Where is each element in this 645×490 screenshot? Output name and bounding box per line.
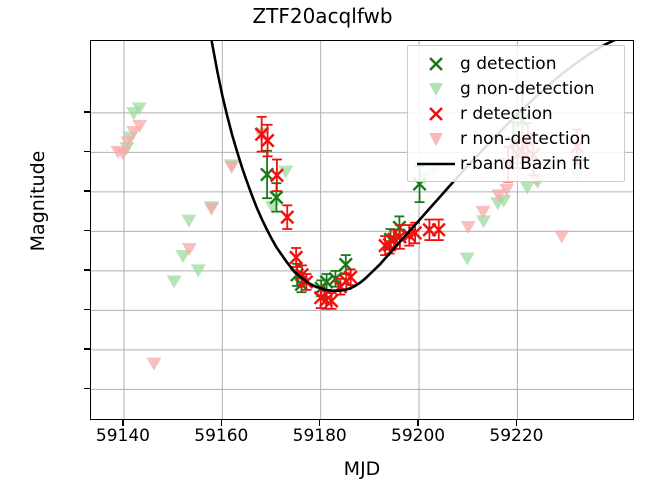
x-tick-mark: [417, 420, 419, 426]
legend-item-g-non-detection[interactable]: g non-detection: [414, 76, 618, 101]
detection-marker: [260, 133, 275, 148]
x-axis-label: MJD: [343, 458, 381, 480]
legend-x-marker-icon: [414, 103, 458, 125]
x-tick-label: 59160: [194, 426, 249, 446]
y-tick-mark: [84, 308, 90, 311]
x-tick-mark: [122, 420, 124, 426]
legend-triangle-down-marker-icon: [414, 78, 458, 100]
x-stroke: [378, 238, 393, 253]
triangle: [429, 82, 443, 96]
x-stroke: [280, 210, 295, 225]
x-stroke: [269, 190, 284, 205]
non-detection-marker: [181, 243, 197, 257]
legend-label: r detection: [460, 103, 553, 124]
x-tick-mark: [220, 420, 223, 426]
x-stroke: [269, 168, 284, 183]
y-axis-label: Magnitude: [27, 150, 49, 252]
y-tick-mark: [84, 269, 90, 271]
x-stroke: [324, 293, 339, 308]
non-detection-marker: [519, 181, 535, 195]
x-stroke: [429, 56, 443, 71]
detection-marker: [319, 274, 334, 290]
triangle: [429, 132, 443, 146]
detection-marker: [269, 190, 284, 205]
non-detection-marker: [224, 160, 240, 174]
legend-x-marker-icon: [414, 53, 458, 75]
x-tick-mark: [318, 420, 321, 426]
non-detection-marker: [459, 252, 475, 266]
legend-label: r non-detection: [460, 128, 591, 149]
non-detection-marker: [166, 275, 182, 289]
plot-canvas: [91, 41, 633, 419]
detection-marker: [378, 238, 393, 253]
non-detection-marker: [115, 147, 131, 161]
x-tick-label: 59220: [489, 426, 544, 446]
non-detection-marker: [476, 215, 492, 229]
non-detection-marker: [120, 136, 136, 150]
legend-item-g-detection[interactable]: g detection: [414, 51, 618, 76]
page-title: ZTF20acqlfwb: [252, 4, 393, 28]
non-detection-marker: [554, 230, 570, 244]
x-stroke: [289, 250, 304, 265]
non-detection-marker: [491, 189, 507, 203]
x-tick-label: 59140: [95, 426, 150, 446]
y-tick-mark: [84, 229, 90, 232]
y-tick-mark: [84, 190, 90, 192]
legend-item-r-band-Bazin-fit[interactable]: r-band Bazin fit: [414, 151, 618, 176]
y-tick-mark: [84, 150, 90, 153]
x-stroke: [429, 106, 443, 121]
detection-marker: [269, 168, 284, 183]
detection-marker: [324, 293, 339, 308]
detection-marker: [319, 293, 334, 308]
non-detection-marker: [460, 220, 476, 234]
x-stroke: [319, 293, 334, 308]
x-tick-label: 59180: [292, 426, 347, 446]
legend-line-marker-icon: [414, 153, 458, 175]
detection-marker: [289, 250, 304, 265]
legend: g detection g non-detection r detection r n…: [407, 45, 625, 182]
x-tick-mark: [515, 420, 518, 426]
x-stroke: [408, 225, 423, 241]
non-detection-marker: [175, 250, 191, 264]
x-stroke: [431, 222, 446, 237]
detection-marker: [431, 222, 446, 237]
non-detection-marker: [131, 102, 147, 116]
x-stroke: [392, 229, 407, 244]
detection-marker: [280, 210, 295, 225]
x-tick-label: 59200: [391, 426, 446, 446]
non-detection-marker: [499, 183, 515, 197]
non-detection-marker: [132, 119, 148, 133]
non-detection-marker: [204, 202, 220, 216]
y-tick-mark: [84, 111, 90, 113]
non-detection-marker: [190, 264, 206, 278]
y-tick-mark: [84, 387, 90, 390]
legend-triangle-down-marker-icon: [414, 128, 458, 150]
non-detection-marker: [181, 214, 197, 228]
detection-marker: [294, 267, 310, 282]
y-tick-mark: [84, 348, 90, 350]
x-stroke: [260, 133, 275, 148]
detection-layer: [254, 84, 585, 310]
x-stroke: [294, 267, 310, 282]
non-detection-marker: [475, 205, 491, 219]
detection-marker: [343, 270, 358, 285]
legend-label: r-band Bazin fit: [460, 153, 590, 174]
legend-label: g detection: [460, 53, 557, 74]
legend-item-r-detection[interactable]: r detection: [414, 101, 618, 126]
x-stroke: [313, 290, 328, 305]
series-r-detection: [254, 115, 585, 310]
x-stroke: [319, 274, 334, 290]
legend-label: g non-detection: [460, 78, 595, 99]
non-detection-marker: [126, 126, 142, 140]
x-stroke: [343, 270, 358, 285]
x-stroke: [338, 257, 353, 272]
legend-item-r-non-detection[interactable]: r non-detection: [414, 126, 618, 151]
non-detection-marker: [146, 357, 162, 371]
